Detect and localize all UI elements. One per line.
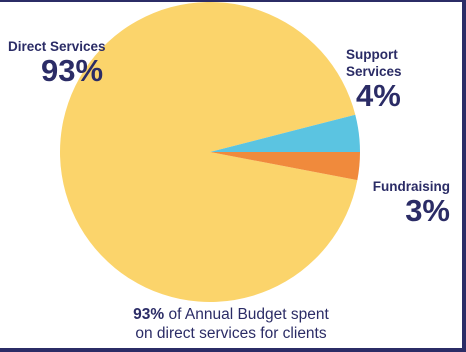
slice-support-services — [210, 114, 360, 152]
pie-chart — [60, 2, 360, 302]
support-services-percent: 4% — [356, 78, 401, 113]
slice-fundraising — [210, 152, 360, 181]
slice-direct-services — [60, 2, 358, 302]
caption-line2: on direct services for clients — [135, 325, 327, 342]
chart-caption: 93% of Annual Budget spent on direct ser… — [0, 305, 462, 343]
support-services-label: Support Services 4% — [346, 46, 402, 112]
direct-services-name: Direct Services — [8, 39, 106, 54]
support-services-name-line1: Support — [346, 47, 398, 62]
caption-bold-percent: 93% — [133, 306, 165, 323]
direct-services-percent: 93% — [41, 53, 104, 88]
fundraising-label: Fundraising 3% — [373, 178, 450, 227]
caption-line1: 93% of Annual Budget spent — [0, 305, 462, 324]
caption-line1-text: of Annual Budget spent — [164, 306, 329, 323]
direct-services-label: Direct Services 93% — [8, 38, 106, 87]
pie-slices — [60, 2, 360, 302]
fundraising-percent: 3% — [405, 193, 450, 228]
fundraising-name: Fundraising — [372, 179, 450, 194]
support-services-name-line2: Services — [346, 64, 402, 79]
